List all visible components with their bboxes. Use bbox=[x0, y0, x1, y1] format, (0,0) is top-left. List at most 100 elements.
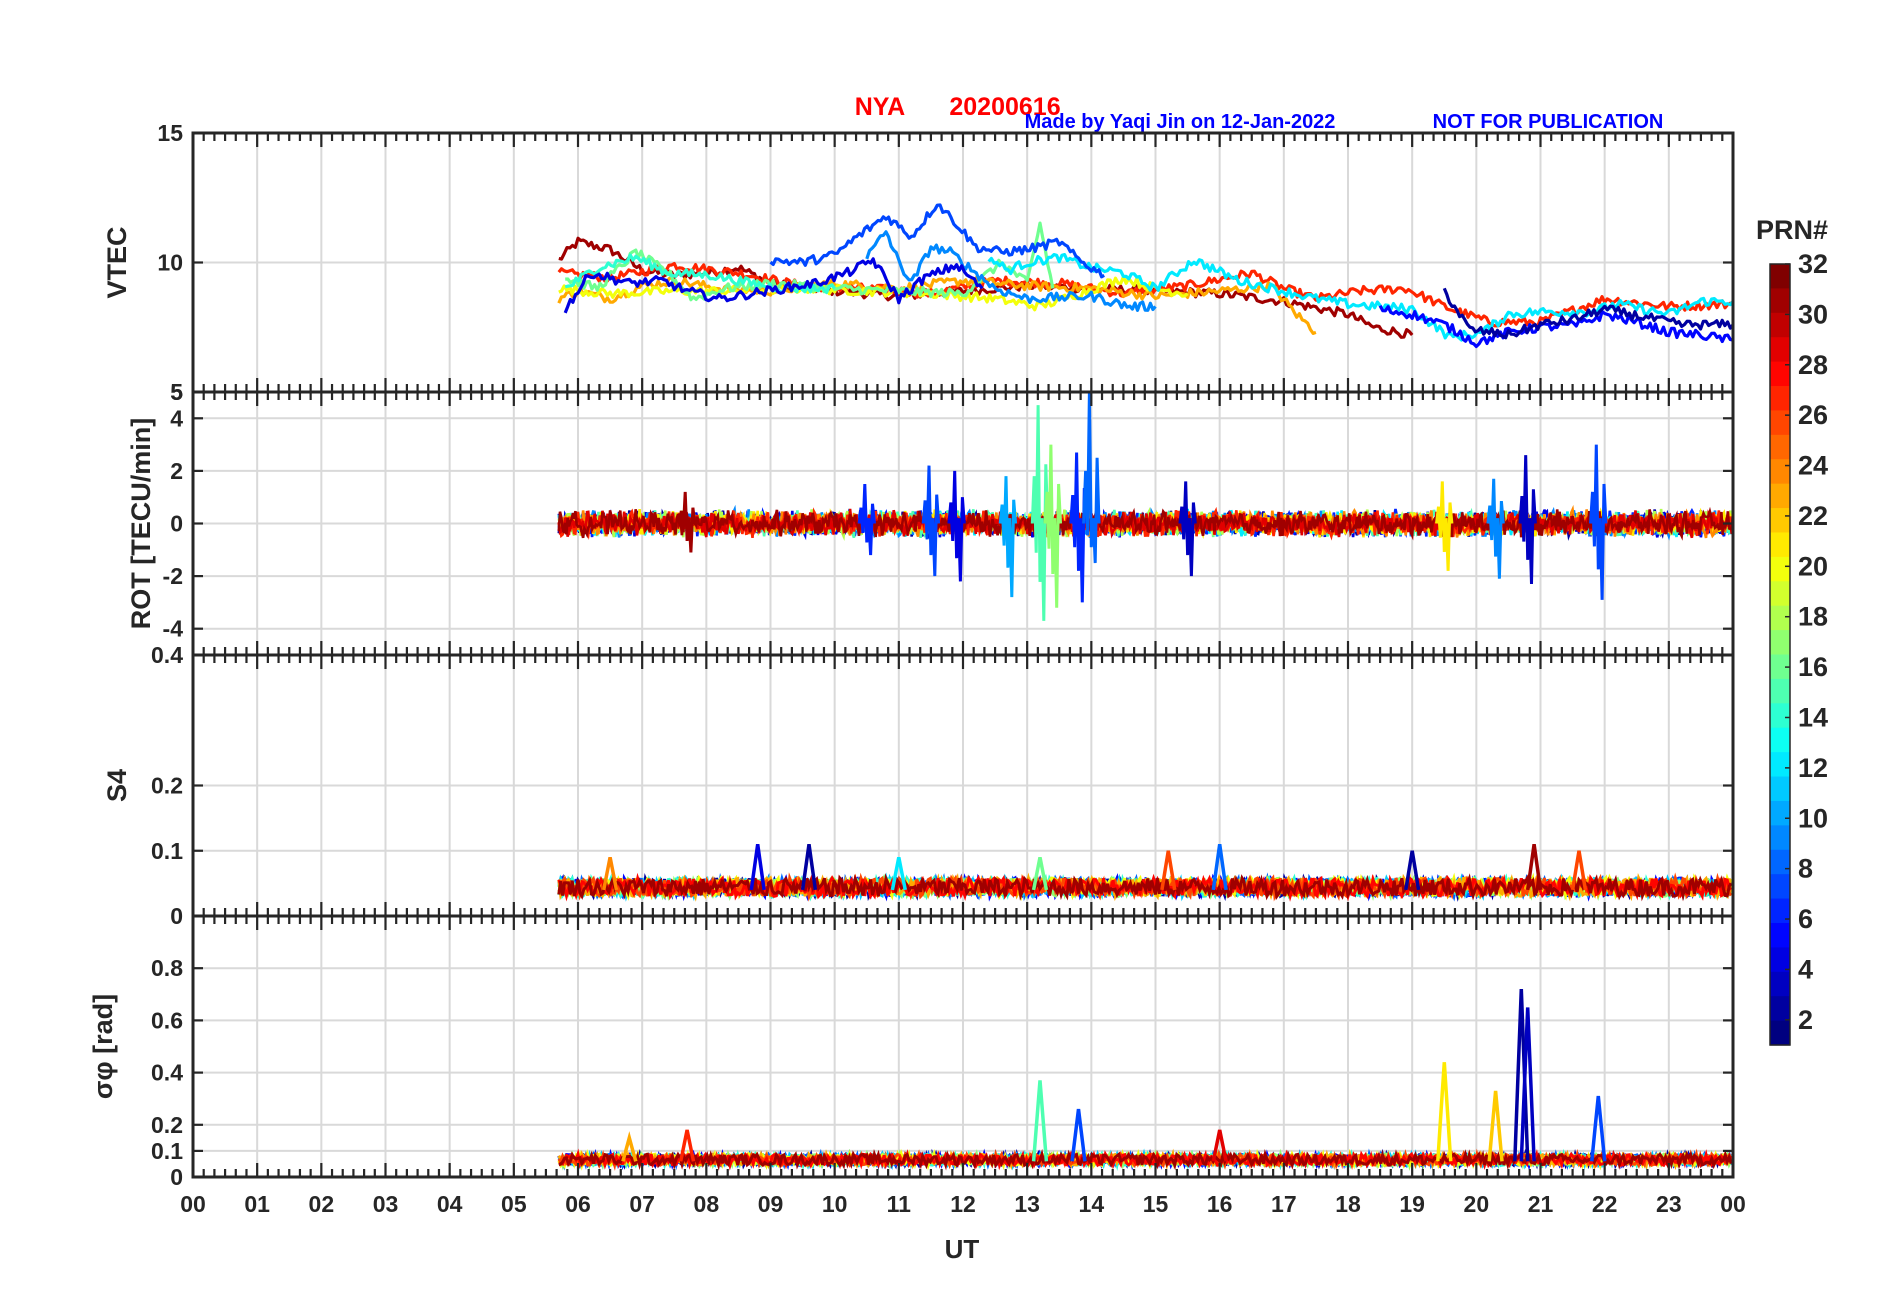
x-tick-label: 21 bbox=[1528, 1191, 1554, 1217]
colorbar-swatch bbox=[1770, 630, 1790, 656]
s4-peak bbox=[800, 843, 818, 891]
rot-spike bbox=[1518, 455, 1537, 585]
vtec-series-prn-2 bbox=[1442, 287, 1733, 340]
y-axis-label-rot: ROT [TECU/min] bbox=[126, 418, 156, 629]
colorbar-swatch bbox=[1770, 459, 1790, 485]
colorbar-tick-label: 24 bbox=[1798, 451, 1828, 481]
y-tick-label-top: 15 bbox=[157, 120, 183, 146]
colorbar-swatch bbox=[1770, 556, 1790, 582]
x-axis-label: UT bbox=[945, 1234, 980, 1264]
s4-peak bbox=[1525, 843, 1543, 891]
colorbar-swatch bbox=[1770, 971, 1790, 997]
s4-peak bbox=[890, 856, 908, 891]
x-tick-label: 02 bbox=[309, 1191, 335, 1217]
colorbar-swatch bbox=[1770, 483, 1790, 509]
panel-s4: 0 0.1 0.2 0.4 S4 bbox=[102, 642, 1735, 929]
vtec-series-prn-20 bbox=[558, 275, 1189, 312]
x-tick-label: 19 bbox=[1399, 1191, 1425, 1217]
colorbar-tick-label: 10 bbox=[1798, 803, 1828, 833]
colorbar-swatch bbox=[1770, 776, 1790, 802]
colorbar-tick-label: 12 bbox=[1798, 753, 1828, 783]
y-tick-label: 0.4 bbox=[151, 1060, 183, 1086]
sigma-peak bbox=[1031, 1080, 1049, 1162]
sigma-peak bbox=[1211, 1129, 1228, 1162]
y-tick-label: 4 bbox=[170, 405, 183, 431]
colorbar-tick-label: 28 bbox=[1798, 350, 1828, 380]
x-tick-label: 01 bbox=[244, 1191, 270, 1217]
y-axis-label-sigma: σφ [rad] bbox=[88, 994, 118, 1099]
x-tick-label: 07 bbox=[629, 1191, 655, 1217]
x-tick-label: 17 bbox=[1271, 1191, 1297, 1217]
x-tick-label: 03 bbox=[373, 1191, 399, 1217]
sigma-series-prn-31 bbox=[558, 1148, 1733, 1171]
colorbar-tick-label: 20 bbox=[1798, 551, 1828, 581]
y-axis-label-vtec: VTEC bbox=[102, 226, 132, 298]
colorbar-label: PRN# bbox=[1756, 215, 1828, 245]
x-tick-label: 15 bbox=[1143, 1191, 1169, 1217]
colorbar-tick-label: 30 bbox=[1798, 299, 1828, 329]
rot-spike bbox=[921, 465, 941, 577]
date-title: 20200616 bbox=[949, 93, 1060, 121]
sigma-peak bbox=[1519, 1007, 1536, 1162]
y-tick-label: 0.8 bbox=[151, 955, 183, 981]
y-tick-label: 0.2 bbox=[151, 1112, 183, 1138]
s4-peak bbox=[1031, 856, 1049, 891]
sigma-peak bbox=[678, 1129, 696, 1162]
x-tick-label: 08 bbox=[694, 1191, 720, 1217]
y-tick-label: 0.2 bbox=[151, 773, 183, 799]
colorbar-swatch bbox=[1770, 996, 1790, 1022]
x-tick-label: 18 bbox=[1335, 1191, 1361, 1217]
s4-series-prn-31 bbox=[557, 873, 1733, 902]
x-tick-label: 12 bbox=[950, 1191, 976, 1217]
y-tick-label: 0 bbox=[170, 511, 183, 537]
x-tick-label: 11 bbox=[887, 1191, 912, 1217]
x-tick-label: 00 bbox=[1720, 1191, 1746, 1217]
colorbar-tick-label: 16 bbox=[1798, 652, 1828, 682]
colorbar-swatch bbox=[1770, 703, 1790, 729]
y-tick-label: 0 bbox=[170, 1164, 183, 1190]
vtec-series-prn-23 bbox=[557, 275, 1317, 335]
colorbar-swatch bbox=[1770, 654, 1790, 680]
colorbar-tick-label: 2 bbox=[1798, 1005, 1813, 1035]
y-axis-label-s4: S4 bbox=[102, 769, 132, 802]
sigma-peak bbox=[621, 1131, 638, 1162]
x-tick-label: 05 bbox=[501, 1191, 527, 1217]
panel-rot: -4 -2 0 2 45 ROT [TECU/min] bbox=[126, 379, 1735, 657]
x-tick-label: 13 bbox=[1014, 1191, 1040, 1217]
rot-spike bbox=[1069, 452, 1088, 603]
panel-vtec: 10 15 5 VTEC bbox=[102, 120, 1735, 405]
colorbar-swatch bbox=[1770, 947, 1790, 973]
s4-peak bbox=[601, 856, 619, 891]
x-tick-label: 06 bbox=[565, 1191, 591, 1217]
rot-spike bbox=[857, 483, 876, 556]
s4-peak bbox=[1570, 850, 1588, 891]
series-group bbox=[557, 392, 1733, 621]
colorbar-swatch bbox=[1770, 605, 1790, 631]
colorbar-swatch bbox=[1770, 898, 1790, 924]
series-group bbox=[557, 203, 1733, 349]
colorbar-swatch bbox=[1770, 1020, 1790, 1046]
y-tick-label: 0.1 bbox=[151, 1138, 183, 1164]
colorbar-frame bbox=[1769, 263, 1791, 1046]
rot-spike bbox=[1486, 478, 1505, 579]
s4-peak bbox=[1404, 850, 1421, 891]
colorbar-swatch bbox=[1770, 825, 1790, 851]
sigma-peak bbox=[1513, 989, 1530, 1162]
y-tick-label-top: 0.4 bbox=[151, 642, 183, 668]
x-tick-labels: 00 01 02 03 04 05 06 07 08 09 10 11 12 13 14 15 16 17 18 19… bbox=[180, 1191, 1746, 1217]
colorbar-swatch bbox=[1770, 361, 1790, 387]
vtec-series-prn-7 bbox=[769, 203, 1105, 279]
x-tick-label: 04 bbox=[437, 1191, 463, 1217]
x-tick-label: 16 bbox=[1207, 1191, 1233, 1217]
y-tick-label: 0.6 bbox=[151, 1007, 183, 1033]
colorbar-swatch bbox=[1770, 337, 1790, 363]
credit-text: Made by Yaqi Jin on 12-Jan-2022 bbox=[1025, 111, 1336, 133]
colorbar-tick-label: 18 bbox=[1798, 602, 1828, 632]
y-tick-label: -2 bbox=[163, 563, 183, 589]
colorbar-tick-label: 8 bbox=[1798, 854, 1813, 884]
rot-spike bbox=[1589, 444, 1608, 600]
colorbar-swatch bbox=[1770, 434, 1790, 460]
